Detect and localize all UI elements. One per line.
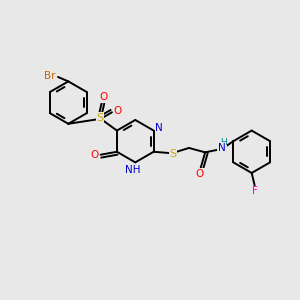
Text: H: H (220, 138, 227, 147)
Text: NH: NH (124, 165, 140, 175)
Text: F: F (252, 186, 258, 196)
Text: Br: Br (44, 70, 56, 80)
Text: O: O (196, 169, 204, 178)
Text: O: O (114, 106, 122, 116)
Text: N: N (155, 123, 163, 133)
Text: S: S (97, 113, 104, 123)
Text: O: O (90, 150, 98, 160)
Text: N: N (218, 143, 226, 153)
Text: S: S (169, 149, 176, 159)
Text: O: O (100, 92, 108, 102)
